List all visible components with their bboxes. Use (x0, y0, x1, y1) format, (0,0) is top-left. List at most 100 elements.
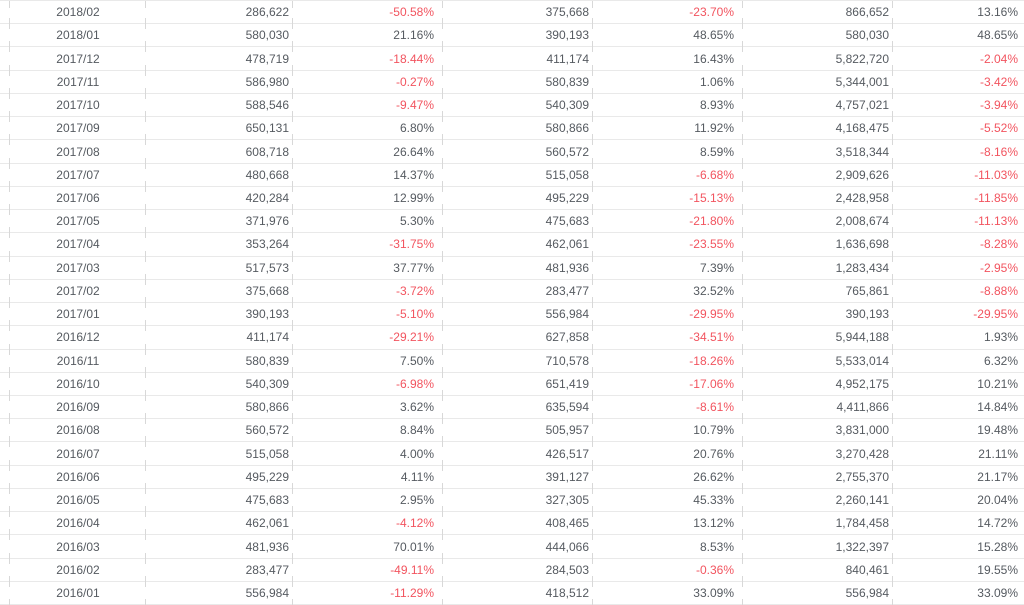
change-a-pct-cell: 8.84% (292, 419, 443, 448)
month-cell: 2016/06 (9, 466, 146, 495)
value-b-cell: 635,594 (442, 396, 593, 425)
change-b-pct-cell: 10.79% (592, 419, 743, 448)
value-b-cell: 475,683 (442, 210, 593, 239)
change-b-pct-cell: 20.76% (592, 442, 743, 471)
month-cell: 2017/09 (9, 117, 146, 146)
table-row: 2017/01 390,193 -5.10% 556,984 -29.95% 3… (0, 303, 1024, 332)
change-c-pct-cell: 15.28% (892, 535, 1024, 564)
change-a-pct-cell: 7.50% (292, 350, 443, 379)
value-c-cell: 4,952,175 (742, 373, 893, 402)
value-c-cell: 5,822,720 (742, 47, 893, 77)
change-a-pct-cell: 2.95% (292, 489, 443, 518)
change-c-pct-cell: 33.09% (892, 582, 1024, 605)
month-cell: 2017/10 (9, 94, 146, 123)
change-b-pct-cell: -17.06% (592, 373, 743, 402)
month-cell: 2017/11 (9, 71, 146, 100)
change-b-pct-cell: -6.68% (592, 164, 743, 193)
change-c-pct-cell: -11.03% (892, 164, 1024, 193)
value-b-cell: 651,419 (442, 373, 593, 402)
value-a-cell: 588,546 (145, 94, 293, 123)
change-c-pct-cell: 21.17% (892, 466, 1024, 495)
month-cell: 2017/01 (9, 303, 146, 332)
change-c-pct-cell: 20.04% (892, 489, 1024, 518)
change-a-pct-cell: -50.58% (292, 1, 443, 30)
value-c-cell: 4,411,866 (742, 396, 893, 425)
table-row: 2016/12 411,174 -29.21% 627,858 -34.51% … (0, 326, 1024, 355)
change-b-pct-cell: -23.55% (592, 233, 743, 262)
month-cell: 2017/12 (9, 47, 146, 77)
value-c-cell: 866,652 (742, 1, 893, 30)
value-c-cell: 5,344,001 (742, 71, 893, 100)
value-c-cell: 5,944,188 (742, 326, 893, 355)
month-cell: 2016/10 (9, 373, 146, 402)
change-c-pct-cell: -5.52% (892, 117, 1024, 146)
change-b-pct-cell: -34.51% (592, 326, 743, 355)
change-a-pct-cell: -18.44% (292, 47, 443, 77)
value-a-cell: 481,936 (145, 535, 293, 564)
month-cell: 2016/01 (9, 582, 146, 605)
value-c-cell: 2,909,626 (742, 164, 893, 193)
value-a-cell: 540,309 (145, 373, 293, 402)
table-row: 2017/08 608,718 26.64% 560,572 8.59% 3,5… (0, 140, 1024, 169)
change-c-pct-cell: -8.28% (892, 233, 1024, 262)
table-row: 2016/02 283,477 -49.11% 284,503 -0.36% 8… (0, 558, 1024, 588)
table-row: 2017/05 371,976 5.30% 475,683 -21.80% 2,… (0, 210, 1024, 239)
table-row: 2017/07 480,668 14.37% 515,058 -6.68% 2,… (0, 163, 1024, 193)
value-a-cell: 586,980 (145, 71, 293, 100)
value-c-cell: 4,757,021 (742, 94, 893, 123)
table-row: 2017/11 586,980 -0.27% 580,839 1.06% 5,3… (0, 70, 1024, 100)
table-row: 2016/03 481,936 70.01% 444,066 8.53% 1,3… (0, 535, 1024, 564)
value-a-cell: 556,984 (145, 582, 293, 605)
value-c-cell: 2,428,958 (742, 187, 893, 216)
change-a-pct-cell: -6.98% (292, 373, 443, 402)
value-b-cell: 462,061 (442, 233, 593, 262)
change-a-pct-cell: 4.00% (292, 442, 443, 471)
change-c-pct-cell: 6.32% (892, 350, 1024, 379)
value-a-cell: 495,229 (145, 466, 293, 495)
table-row: 2016/07 515,058 4.00% 426,517 20.76% 3,2… (0, 442, 1024, 471)
change-c-pct-cell: -8.88% (892, 280, 1024, 309)
change-c-pct-cell: 14.72% (892, 512, 1024, 541)
table-row: 2017/02 375,668 -3.72% 283,477 32.52% 76… (0, 279, 1024, 309)
value-a-cell: 353,264 (145, 233, 293, 262)
value-b-cell: 408,465 (442, 512, 593, 541)
value-b-cell: 390,193 (442, 24, 593, 53)
change-c-pct-cell: -11.13% (892, 210, 1024, 239)
change-a-pct-cell: -31.75% (292, 233, 443, 262)
value-c-cell: 1,322,397 (742, 535, 893, 564)
value-a-cell: 515,058 (145, 442, 293, 471)
value-c-cell: 1,283,434 (742, 257, 893, 286)
month-cell: 2017/03 (9, 257, 146, 286)
table-row: 2016/11 580,839 7.50% 710,578 -18.26% 5,… (0, 349, 1024, 379)
value-b-cell: 505,957 (442, 419, 593, 448)
change-b-pct-cell: -8.61% (592, 396, 743, 425)
change-b-pct-cell: 33.09% (592, 582, 743, 605)
table-row: 2017/03 517,573 37.77% 481,936 7.39% 1,2… (0, 256, 1024, 286)
month-cell: 2016/04 (9, 512, 146, 541)
table-row: 2017/09 650,131 6.80% 580,866 11.92% 4,1… (0, 117, 1024, 146)
value-a-cell: 517,573 (145, 257, 293, 286)
change-c-pct-cell: -29.95% (892, 303, 1024, 332)
value-b-cell: 627,858 (442, 326, 593, 355)
change-b-pct-cell: 48.65% (592, 24, 743, 53)
change-b-pct-cell: -15.13% (592, 187, 743, 216)
value-c-cell: 765,861 (742, 280, 893, 309)
value-a-cell: 475,683 (145, 489, 293, 518)
table-row: 2016/10 540,309 -6.98% 651,419 -17.06% 4… (0, 372, 1024, 402)
change-c-pct-cell: -2.04% (892, 47, 1024, 77)
change-a-pct-cell: -29.21% (292, 326, 443, 355)
month-cell: 2018/02 (9, 1, 146, 30)
change-c-pct-cell: 48.65% (892, 24, 1024, 53)
value-a-cell: 390,193 (145, 303, 293, 332)
value-b-cell: 327,305 (442, 489, 593, 518)
value-a-cell: 480,668 (145, 164, 293, 193)
value-c-cell: 2,755,370 (742, 466, 893, 495)
change-b-pct-cell: -23.70% (592, 1, 743, 30)
change-c-pct-cell: 19.55% (892, 559, 1024, 588)
change-b-pct-cell: -18.26% (592, 350, 743, 379)
value-a-cell: 283,477 (145, 559, 293, 588)
value-b-cell: 710,578 (442, 350, 593, 379)
value-b-cell: 495,229 (442, 187, 593, 216)
month-cell: 2016/09 (9, 396, 146, 425)
change-b-pct-cell: 26.62% (592, 466, 743, 495)
